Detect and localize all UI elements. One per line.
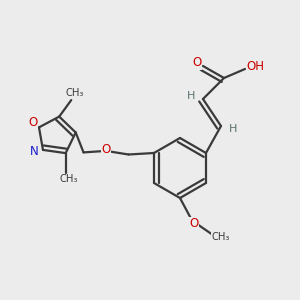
Text: O: O <box>192 56 202 70</box>
Text: OH: OH <box>247 60 265 73</box>
Text: N: N <box>30 145 38 158</box>
Text: H: H <box>187 91 195 101</box>
Text: O: O <box>189 217 198 230</box>
Text: CH₃: CH₃ <box>59 174 78 184</box>
Text: CH₃: CH₃ <box>65 88 83 98</box>
Text: O: O <box>101 143 111 156</box>
Text: H: H <box>229 124 237 134</box>
Text: CH₃: CH₃ <box>211 232 230 242</box>
Text: O: O <box>28 116 38 129</box>
